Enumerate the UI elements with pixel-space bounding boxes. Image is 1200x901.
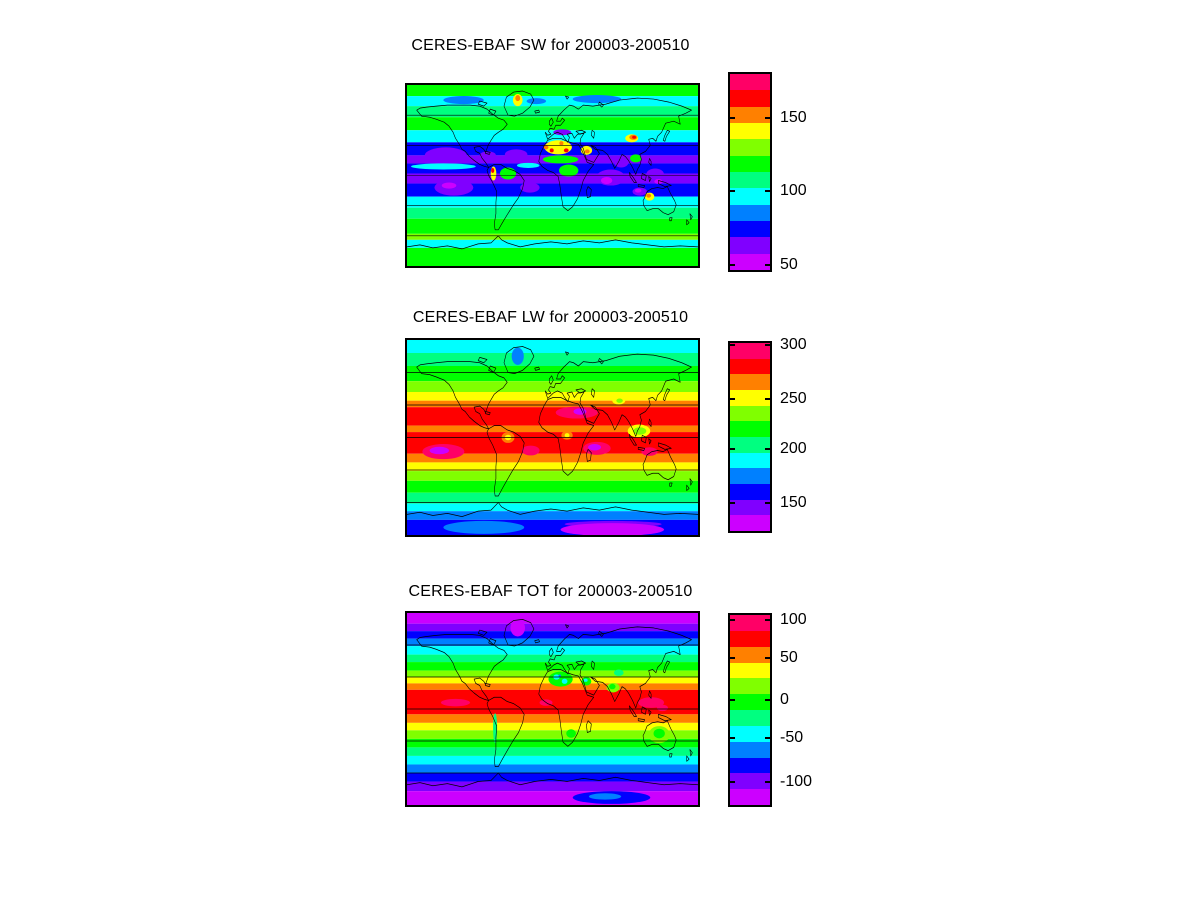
colorbar-tick-label: 250	[780, 389, 807, 407]
colorbar-band	[730, 221, 770, 238]
colorbar-tick-labels: 150 100 50	[780, 74, 850, 273]
latitude-gridlines	[407, 372, 698, 503]
colorbar-band	[730, 155, 770, 173]
colorbar-tick-mark	[765, 344, 770, 347]
map-tot	[407, 613, 698, 805]
chart-title-tot: CERES-EBAF TOT for 200003-200510	[408, 583, 693, 600]
colorbar-tick-label: 200	[780, 439, 807, 457]
colorbar-tick-mark	[765, 737, 770, 740]
map-lw	[407, 340, 698, 535]
colorbar-band	[730, 204, 770, 222]
colorbar-band	[730, 253, 770, 270]
colorbar-band	[730, 725, 770, 742]
colorbar: 300 250 200 150	[728, 336, 807, 533]
colorbar-tick-mark	[730, 780, 735, 783]
colorbar-bands	[730, 342, 770, 531]
colorbar-tick-mark	[765, 190, 770, 192]
colorbar-bands	[730, 615, 770, 805]
colorbar-band	[730, 694, 770, 711]
colorbar-band	[730, 773, 770, 790]
colorbar-tick-mark	[765, 501, 770, 504]
colorbar-band	[730, 483, 770, 500]
colorbar-tick-mark	[730, 447, 735, 450]
colorbar-band	[730, 499, 770, 516]
colorbar-tick-label: 150	[780, 493, 807, 511]
colorbar-tick-label: 100	[780, 610, 807, 628]
colorbar-tick-mark	[730, 657, 735, 660]
colorbar-band	[730, 123, 770, 140]
map-frame-lw	[405, 338, 700, 537]
colorbar-tick-mark	[730, 397, 735, 400]
colorbar-tick-mark	[730, 618, 735, 621]
colorbar-band	[730, 74, 770, 91]
colorbar-tick-mark	[765, 657, 770, 660]
colorbar-bands	[730, 74, 770, 270]
latitude-gridlines	[407, 644, 698, 774]
colorbar-tick-label: 300	[780, 336, 807, 354]
colorbar-tick-label: -100	[780, 772, 813, 790]
colorbar-band	[730, 646, 770, 663]
map-anomaly-blobs	[411, 94, 665, 201]
colorbar-band	[730, 630, 770, 647]
colorbar-tick-mark	[765, 780, 770, 783]
map-frame-sw	[405, 83, 700, 268]
colorbar-tick-mark	[730, 264, 735, 267]
colorbar-band	[730, 678, 770, 695]
colorbar: 100 50 0 -50 -100	[728, 611, 812, 807]
colorbar-band	[730, 757, 770, 774]
colorbar-tick-mark	[730, 501, 735, 504]
colorbar-band	[730, 139, 770, 156]
colorbar-band	[730, 106, 770, 124]
colorbar-tick-mark	[765, 117, 770, 120]
colorbar-tick-label: 50	[780, 649, 798, 667]
colorbar-tick-mark	[765, 447, 770, 450]
chart-title-lw: CERES-EBAF LW for 200003-200510	[412, 309, 689, 326]
colorbar-band	[730, 389, 770, 406]
colorbar-band	[730, 405, 770, 422]
colorbar-band	[730, 452, 770, 469]
colorbar-tick-mark	[765, 618, 770, 621]
colorbar-band	[730, 358, 770, 375]
colorbar-tick-mark	[730, 737, 735, 740]
colorbar-band	[730, 662, 770, 679]
colorbar-band	[730, 741, 770, 758]
colorbar-band	[730, 421, 770, 437]
latitude-gridlines	[407, 114, 698, 237]
colorbar-band	[730, 468, 770, 484]
colorbar-band	[730, 374, 770, 390]
colorbar-tick-mark	[765, 397, 770, 400]
colorbar-band	[730, 710, 770, 726]
colorbar-tick-label: 0	[780, 690, 789, 708]
colorbar-band	[730, 90, 770, 107]
colorbar-tick-mark	[765, 264, 770, 267]
colorbar-band	[730, 789, 770, 805]
colorbar-band	[730, 188, 770, 205]
colorbar-tick-mark	[730, 117, 735, 120]
colorbar-band	[730, 436, 770, 453]
colorbar-band	[730, 342, 770, 359]
colorbar-tick-label: 100	[780, 182, 807, 199]
map-frame-tot	[405, 611, 700, 807]
colorbar-tick-label: 50	[780, 256, 798, 274]
colorbar-tick-mark	[730, 190, 735, 192]
colorbar-tick-mark	[730, 344, 735, 347]
colorbar-band	[730, 237, 770, 254]
colorbar-band	[730, 515, 770, 531]
colorbar-tick-label: 150	[780, 109, 807, 127]
colorbar-tick-mark	[730, 698, 735, 701]
colorbar: 150 100 50	[728, 72, 807, 273]
colorbar-tick-label: -50	[780, 729, 804, 747]
colorbar-tick-labels: 300 250 200 150	[780, 336, 850, 531]
colorbar-tick-labels: 100 50 0 -50 -100	[780, 611, 850, 805]
colorbar-band	[730, 172, 770, 189]
map-sw	[407, 85, 698, 266]
chart-title-sw: CERES-EBAF SW for 200003-200510	[411, 37, 690, 54]
colorbar-band	[730, 615, 770, 631]
colorbar-tick-mark	[765, 698, 770, 701]
